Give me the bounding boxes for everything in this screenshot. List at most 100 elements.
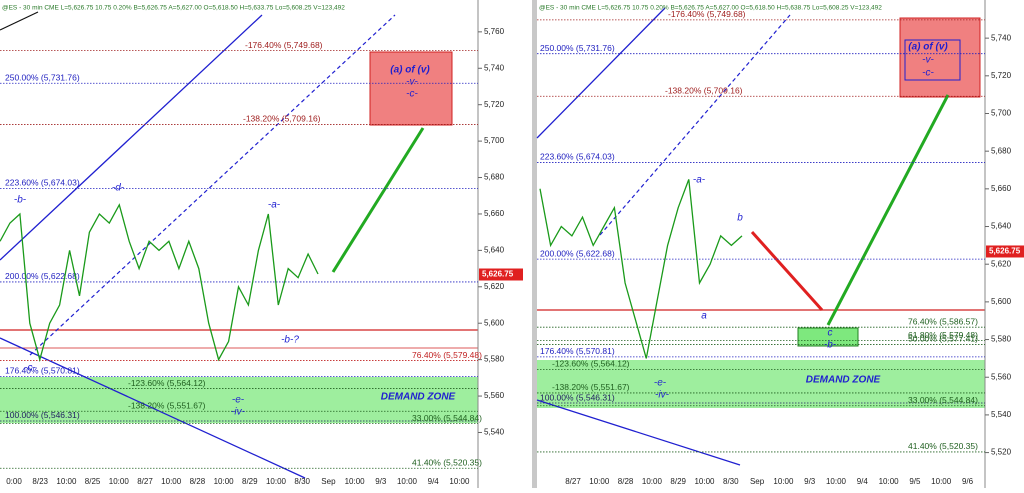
wave-label: -d- — [112, 183, 125, 194]
wave-label: a — [701, 311, 707, 322]
y-tick-label: 5,700 — [484, 136, 505, 145]
trend-line — [536, 399, 741, 466]
wave-label: -e- — [654, 378, 667, 389]
fib-label: -138.20% (5,709.16) — [665, 85, 743, 95]
x-tick-label: 9/6 — [962, 477, 974, 486]
x-tick-label: 10:00 — [931, 477, 952, 486]
fib-label: 76.40% (5,579.48) — [412, 350, 482, 360]
panel-divider — [532, 0, 537, 488]
x-tick-label: 10:00 — [642, 477, 663, 486]
y-tick-label: 5,680 — [991, 146, 1012, 155]
fib-label: -138.20% (5,551.67) — [552, 382, 630, 392]
y-tick-label: 5,600 — [484, 318, 505, 327]
y-tick-label: 5,740 — [991, 33, 1012, 42]
fib-label: 176.40% (5,570.81) — [5, 366, 80, 376]
fib-label: -138.20% (5,709.16) — [243, 114, 321, 124]
y-tick-label: 5,560 — [991, 372, 1012, 381]
fib-label: 176.40% (5,570.81) — [540, 346, 615, 356]
y-tick-label: 5,640 — [484, 245, 505, 254]
x-tick-label: 8/27 — [137, 477, 153, 486]
demand-zone — [0, 377, 478, 423]
x-tick-label: 9/4 — [428, 477, 440, 486]
trend-line — [0, 14, 263, 261]
x-tick-label: 0:00 — [6, 477, 22, 486]
target-inner-box — [904, 39, 961, 81]
y-tick-label: 5,640 — [991, 222, 1012, 231]
x-tick-label: 9/3 — [804, 477, 816, 486]
x-tick-label: 10:00 — [397, 477, 418, 486]
fib-label: 50.00% (5,577.41) — [908, 334, 978, 344]
wave-label: -iv- — [655, 390, 670, 401]
fib-label: 41.40% (5,520.35) — [908, 441, 978, 451]
y-tick-label: 5,700 — [991, 109, 1012, 118]
fib-label: 223.60% (5,674.03) — [5, 178, 80, 188]
chart-header: @ES - 30 min CME L=5,626.75 10.75 0.20% … — [539, 5, 882, 12]
wave-label: -b- — [14, 195, 27, 206]
fib-label: -176.40% (5,749.68) — [668, 9, 746, 19]
y-tick-label: 5,600 — [991, 297, 1012, 306]
fib-label: 223.60% (5,674.03) — [540, 152, 615, 162]
y-tick-label: 5,760 — [484, 27, 505, 36]
wave-label: -v- — [922, 55, 934, 66]
wave-label: (a) of (v) — [908, 42, 948, 53]
x-tick-label: 8/25 — [85, 477, 101, 486]
wave-label: -a- — [693, 175, 706, 186]
y-tick-label: 5,720 — [484, 100, 505, 109]
x-tick-label: 9/3 — [375, 477, 387, 486]
x-tick-label: 10:00 — [56, 477, 77, 486]
x-tick-label: 10:00 — [773, 477, 794, 486]
x-tick-label: 8/28 — [618, 477, 634, 486]
fib-label: 76.40% (5,586.57) — [908, 316, 978, 326]
x-tick-label: 9/5 — [909, 477, 921, 486]
y-tick-label: 5,520 — [991, 448, 1012, 457]
x-tick-label: 10:00 — [214, 477, 235, 486]
y-tick-label: 5,620 — [991, 259, 1012, 268]
y-tick-label: 5,680 — [484, 173, 505, 182]
fib-label: 33.00% (5,544.84) — [908, 395, 978, 405]
wave-label: DEMAND ZONE — [381, 392, 456, 403]
target-zone — [797, 327, 859, 347]
projection-arrow — [750, 230, 824, 312]
x-tick-label: 10:00 — [345, 477, 366, 486]
price-line — [0, 203, 319, 363]
x-tick-label: 10:00 — [879, 477, 900, 486]
y-tick-label: 5,560 — [484, 391, 505, 400]
last-price-label: 5,626.75 — [989, 247, 1021, 256]
y-tick-label: 5,540 — [484, 428, 505, 437]
wave-label: -c- — [922, 68, 934, 79]
wave-label: -c- — [406, 89, 418, 100]
y-tick-label: 5,620 — [484, 282, 505, 291]
wave-label: -v- — [406, 77, 418, 88]
fib-label: 100.00% (5,546.31) — [5, 410, 80, 420]
fib-label: 200.00% (5,622.68) — [5, 271, 80, 281]
y-tick-label: 5,740 — [484, 63, 505, 72]
x-tick-label: 8/30 — [723, 477, 739, 486]
projection-arrow — [331, 127, 425, 273]
x-tick-label: 10:00 — [266, 477, 287, 486]
fib-label: -176.40% (5,749.68) — [245, 40, 323, 50]
x-tick-label: Sep — [750, 477, 765, 486]
trend-line — [0, 337, 306, 479]
x-tick-label: 8/29 — [670, 477, 686, 486]
wave-label: -b-? — [281, 335, 299, 346]
trend-line — [536, 7, 666, 139]
y-tick-label: 5,660 — [484, 209, 505, 218]
fib-label: -123.60% (5,564.12) — [552, 359, 630, 369]
wave-label: (a) of (v) — [390, 65, 430, 76]
wave-label: -e- — [232, 395, 245, 406]
wave-label: -iv- — [231, 407, 246, 418]
fib-label: -123.60% (5,564.12) — [128, 378, 206, 388]
x-tick-label: 8/23 — [32, 477, 48, 486]
y-tick-label: 5,660 — [991, 184, 1012, 193]
x-tick-label: 10:00 — [109, 477, 130, 486]
x-tick-label: 8/27 — [565, 477, 581, 486]
price-line — [539, 179, 743, 359]
x-tick-label: 10:00 — [694, 477, 715, 486]
fib-label: 100.00% (5,546.31) — [540, 392, 615, 402]
x-tick-label: Sep — [321, 477, 336, 486]
x-tick-label: 10:00 — [826, 477, 847, 486]
trend-line — [0, 11, 39, 31]
wave-label: b — [737, 213, 743, 224]
fib-label: 33.00% (5,544.84) — [412, 413, 482, 423]
